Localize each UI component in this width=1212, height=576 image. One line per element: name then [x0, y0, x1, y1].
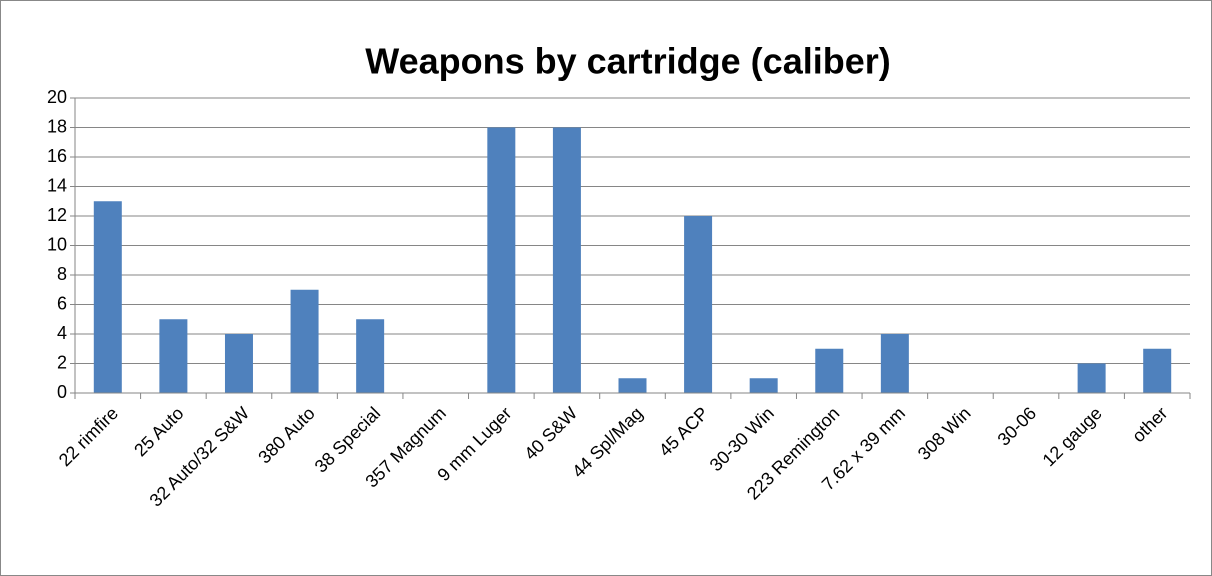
y-tick-label: 16 — [47, 146, 67, 166]
y-tick-label: 12 — [47, 205, 67, 225]
y-tick-label: 20 — [47, 87, 67, 107]
chart-title: Weapons by cartridge (caliber) — [365, 41, 890, 82]
bar — [356, 319, 385, 393]
y-tick-label: 2 — [57, 352, 67, 372]
bar — [159, 319, 188, 393]
y-tick-label: 8 — [57, 264, 67, 284]
bar — [1077, 363, 1106, 393]
bar — [684, 216, 713, 393]
bar — [290, 289, 319, 393]
bar — [749, 378, 778, 393]
bar — [880, 334, 909, 393]
y-tick-label: 18 — [47, 116, 67, 136]
y-tick-label: 4 — [57, 323, 67, 343]
y-tick-label: 10 — [47, 234, 67, 254]
bar — [618, 378, 647, 393]
bar — [487, 127, 516, 393]
y-tick-label: 0 — [57, 382, 67, 402]
bar — [815, 348, 844, 393]
y-tick-label: 14 — [47, 175, 67, 195]
bar — [552, 127, 581, 393]
bar — [1143, 348, 1172, 393]
y-tick-label: 6 — [57, 293, 67, 313]
bar — [224, 334, 253, 393]
bar — [93, 201, 122, 393]
